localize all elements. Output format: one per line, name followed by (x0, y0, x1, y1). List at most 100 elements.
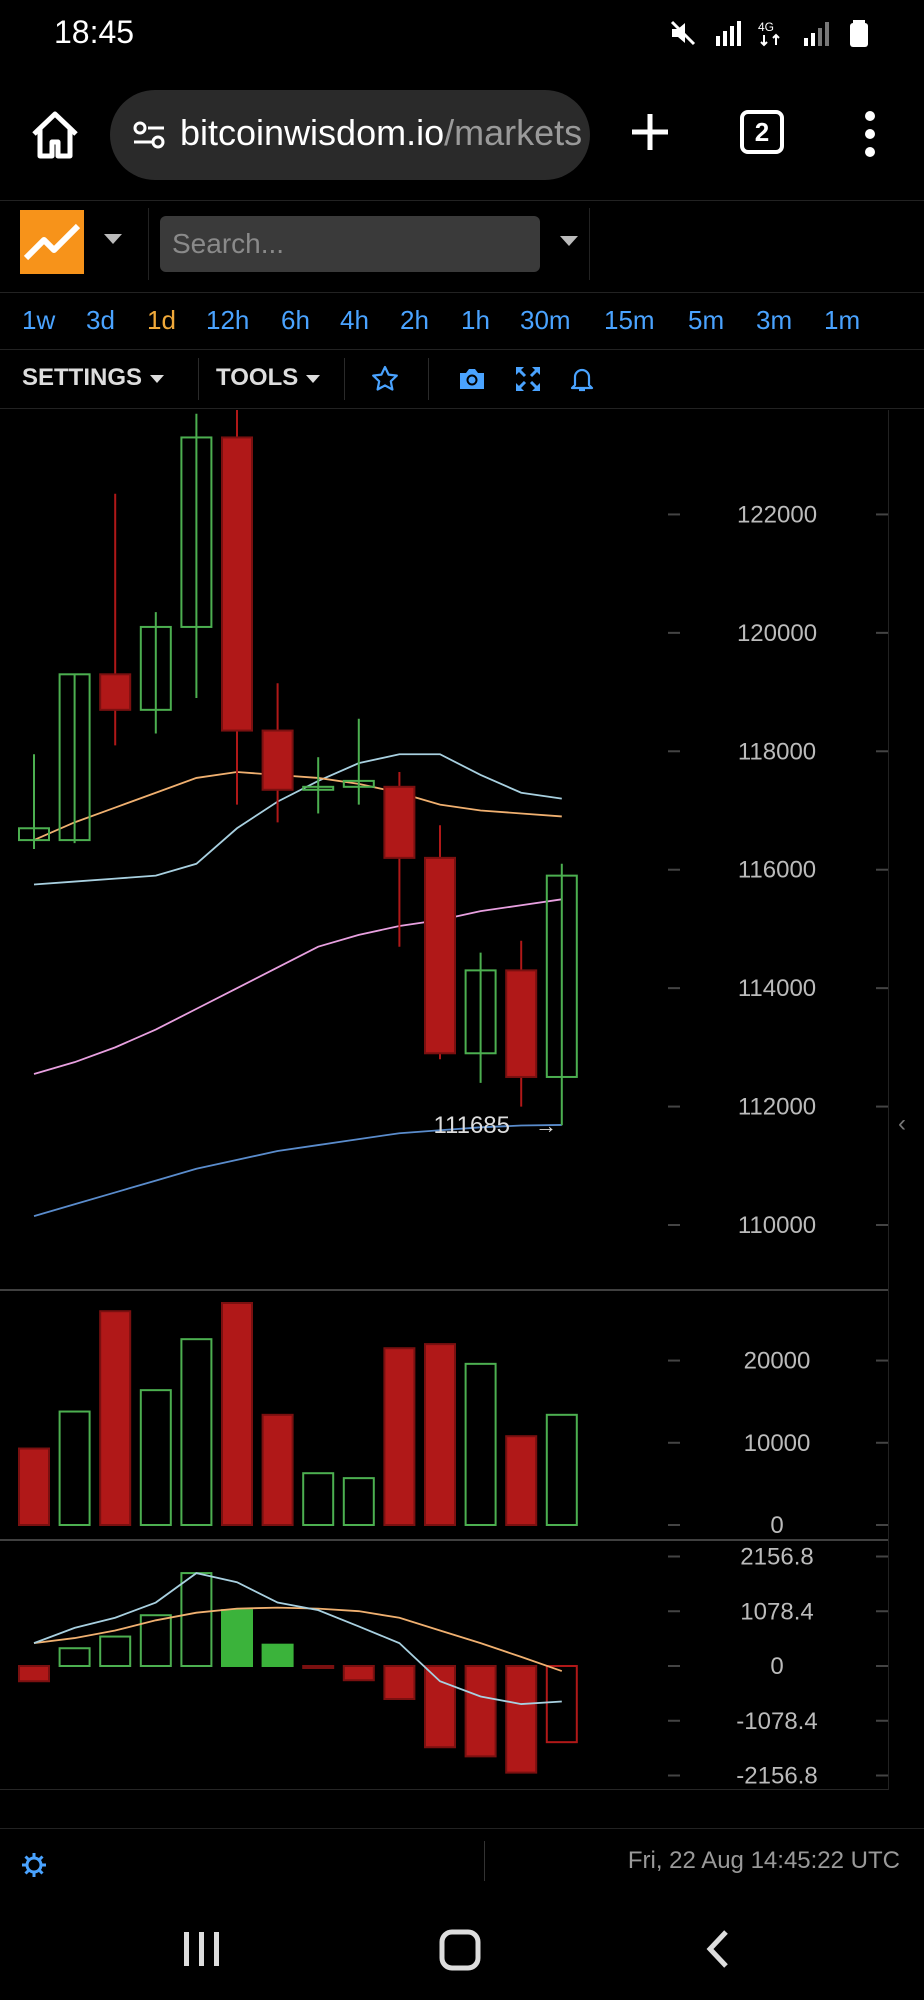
status-icons: 4G (668, 18, 874, 48)
url-text: bitcoinwisdom.io/markets (180, 112, 582, 154)
volume-bar (221, 1302, 253, 1526)
moving-average-line (33, 898, 562, 1075)
divider (198, 358, 199, 400)
svg-text:4G: 4G (758, 20, 774, 34)
recent-apps-icon[interactable] (184, 1932, 219, 1966)
price-tick-label: 110000 (738, 1212, 816, 1239)
logo-dropdown-chevron-icon[interactable] (104, 234, 122, 244)
period-5m[interactable]: 5m (688, 305, 725, 335)
volume-tick-label: 10000 (744, 1430, 811, 1457)
star-icon[interactable] (370, 364, 400, 394)
logo-icon[interactable] (20, 210, 84, 274)
macd-histogram-bar (342, 1665, 375, 1682)
macd-signal-line (33, 1606, 563, 1672)
period-6h[interactable]: 6h (281, 305, 310, 335)
candle-body (261, 729, 294, 791)
volume-bar (99, 1310, 132, 1526)
volume-bar (180, 1338, 213, 1527)
macd-tick-label: 1078.4 (740, 1598, 813, 1625)
status-time: 18:45 (54, 14, 135, 50)
macd-tick-label: 2156.8 (740, 1544, 813, 1571)
camera-icon[interactable] (457, 364, 487, 394)
settings-label: SETTINGS (22, 364, 143, 391)
price-tick-label: 114000 (738, 975, 816, 1002)
moving-average-line (33, 753, 562, 886)
site-settings-icon[interactable] (132, 118, 166, 152)
candle-body (99, 673, 132, 711)
collapse-panel-chevron-icon[interactable]: ‹ (898, 1110, 906, 1137)
candle-body (221, 436, 253, 732)
period-3d[interactable]: 3d (86, 305, 115, 335)
back-icon[interactable] (706, 1930, 728, 1968)
tools-label: TOOLS (216, 364, 299, 391)
candle-body (302, 785, 335, 791)
volume-bar (302, 1472, 335, 1526)
volume-bar (261, 1413, 294, 1526)
macd-histogram-bar (261, 1643, 294, 1668)
candle-body (58, 673, 91, 842)
candle-body (18, 827, 50, 842)
moving-average-line (33, 1124, 562, 1217)
signal-icon (804, 22, 829, 46)
period-2h[interactable]: 2h (400, 305, 429, 335)
price-tick-label: 122000 (737, 501, 817, 528)
candle-body (424, 856, 456, 1055)
candle-body (180, 436, 213, 628)
chart-right-border (888, 410, 889, 1790)
signal-r-icon (716, 21, 741, 46)
candle-body (383, 785, 416, 859)
period-15m[interactable]: 15m (604, 305, 655, 335)
home-nav-icon[interactable] (439, 1929, 481, 1971)
volume-bar (383, 1347, 416, 1526)
system-nav-bar (184, 1929, 728, 1971)
status-bar: 18:45 4G (0, 0, 924, 80)
macd-tick-label: -2156.8 (736, 1763, 817, 1790)
period-30m[interactable]: 30m (520, 305, 571, 335)
tools-menu[interactable]: TOOLS (216, 364, 321, 392)
macd-line (33, 1572, 562, 1705)
volume-bar (505, 1435, 538, 1526)
home-icon[interactable] (28, 108, 82, 162)
period-3m[interactable]: 3m (756, 305, 793, 335)
4g-icon: 4G (758, 20, 780, 47)
period-1h[interactable]: 1h (461, 305, 490, 335)
server-datetime: Fri, 22 Aug 14:45:22 UTC (627, 1847, 900, 1874)
settings-chevron-icon (150, 374, 165, 383)
search-dropdown-chevron-icon[interactable] (560, 236, 578, 246)
bell-icon[interactable] (567, 364, 597, 394)
fullscreen-icon[interactable] (513, 364, 543, 394)
macd-histogram-bar (545, 1665, 578, 1744)
period-12h[interactable]: 12h (206, 305, 250, 335)
address-bar[interactable]: bitcoinwisdom.io/markets (110, 90, 590, 180)
chart-area[interactable]: 1240001220001200001180001160001140001120… (0, 410, 924, 1790)
gear-icon[interactable] (20, 1851, 48, 1879)
search-input[interactable] (160, 216, 540, 272)
period-1w[interactable]: 1w (22, 305, 56, 335)
candle-body (505, 969, 538, 1078)
chart-toolbar: SETTINGS TOOLS (0, 350, 924, 409)
macd-histogram-bar (464, 1665, 497, 1758)
browser-toolbar: bitcoinwisdom.io/markets 2 (0, 80, 924, 201)
divider (484, 1841, 485, 1881)
volume-bar (545, 1413, 578, 1526)
more-menu-icon[interactable] (862, 110, 878, 158)
tab-switcher-button[interactable]: 2 (740, 110, 784, 154)
price-tick-label: 118000 (738, 738, 816, 765)
volume-bar (58, 1410, 91, 1526)
price-tick-label: 112000 (738, 1094, 816, 1121)
period-1d[interactable]: 1d (147, 305, 176, 335)
settings-menu[interactable]: SETTINGS (22, 364, 165, 392)
macd-tick-label: 0 (770, 1653, 783, 1680)
search-container (148, 208, 590, 280)
macd-histogram-bar (424, 1665, 456, 1749)
period-4h[interactable]: 4h (340, 305, 369, 335)
volume-bar (139, 1389, 172, 1527)
new-tab-icon[interactable] (628, 110, 672, 154)
macd-histogram-bar (505, 1665, 538, 1774)
candle-body (139, 625, 172, 711)
macd-histogram-bar (58, 1647, 91, 1667)
divider (344, 358, 345, 400)
macd-histogram-bar (383, 1665, 416, 1701)
moving-average-line (33, 771, 562, 841)
period-1m[interactable]: 1m (824, 305, 861, 335)
